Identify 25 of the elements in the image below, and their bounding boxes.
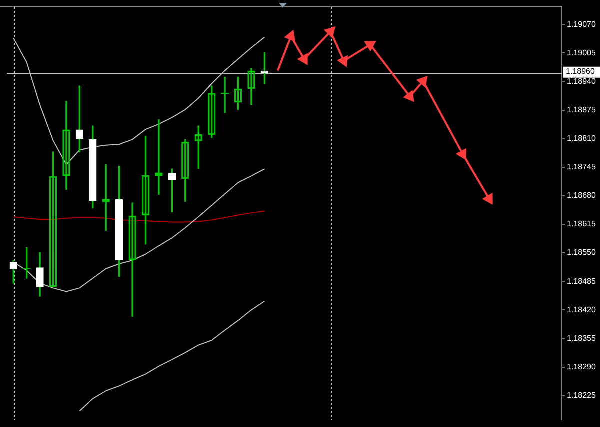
- y-tick-label: 1.18550: [567, 248, 596, 258]
- point: [284, 30, 296, 42]
- y-tick-label: 1.18420: [567, 305, 596, 314]
- y-tick-label: 1.19070: [567, 20, 596, 29]
- y-tick-label: 1.18225: [567, 391, 596, 400]
- point: [482, 192, 493, 206]
- y-tick-label: 1.18290: [567, 362, 596, 372]
- candlestick: [220, 76, 230, 114]
- point: [416, 76, 428, 88]
- y-tick-label: 1.18810: [567, 134, 596, 144]
- y-tick-label: 1.18485: [567, 276, 596, 286]
- y-tick-label: 1.19005: [567, 48, 596, 58]
- y-tick-label: 1.18875: [567, 105, 596, 114]
- ref-line-label: 1.18960: [566, 67, 596, 76]
- y-tick-label: 1.18355: [567, 334, 596, 343]
- point: [324, 26, 336, 38]
- y-tick-label: 1.18615: [567, 220, 596, 229]
- point: [403, 90, 414, 102]
- point: [337, 55, 348, 68]
- point: [456, 148, 467, 160]
- y-tick-label: 1.18680: [567, 191, 596, 200]
- point: [297, 53, 308, 66]
- y-tick-label: 1.18940: [567, 76, 596, 86]
- point: [364, 41, 376, 52]
- y-tick-label: 1.18745: [567, 162, 596, 172]
